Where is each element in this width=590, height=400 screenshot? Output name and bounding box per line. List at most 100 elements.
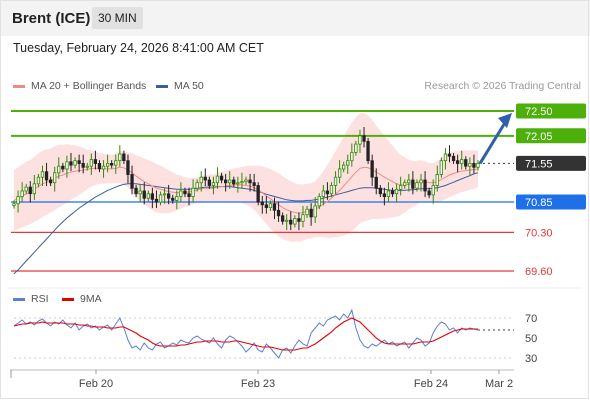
candle-body	[358, 135, 362, 145]
candle-body	[40, 171, 45, 178]
chart-header: Brent (ICE) 30 MIN	[0, 0, 590, 36]
candle-body	[49, 179, 53, 184]
candle-body	[195, 182, 199, 189]
candle-body	[403, 182, 407, 186]
candle-body	[350, 151, 354, 162]
rsi-line	[13, 308, 479, 359]
candle-body	[187, 193, 191, 198]
x-tick-label: Feb 23	[241, 378, 275, 390]
candle-body	[362, 135, 366, 142]
candle-body	[284, 219, 289, 222]
candle-body	[337, 168, 342, 178]
candle-body	[211, 182, 216, 186]
candle-body	[130, 174, 134, 189]
candle-body	[329, 185, 334, 195]
candle-body	[175, 196, 179, 201]
candle-body	[203, 176, 207, 181]
candle-body	[69, 161, 73, 166]
candle-body	[36, 176, 41, 185]
candle-body	[333, 176, 338, 186]
candle-body	[12, 203, 16, 206]
candle-body	[415, 182, 419, 189]
candle-body	[57, 165, 61, 174]
candle-body	[61, 165, 65, 170]
candle-body	[93, 159, 97, 164]
candle-body	[154, 198, 159, 203]
candle-body	[256, 185, 260, 203]
candle-body	[460, 159, 464, 164]
candle-body	[166, 193, 171, 199]
candle-body	[81, 162, 85, 168]
rsi-tick-label: 50	[525, 333, 537, 345]
candle-body	[118, 153, 122, 161]
candle-body	[32, 183, 36, 195]
candle-body	[447, 153, 452, 157]
candle-body	[455, 160, 460, 164]
candle-body	[305, 208, 309, 216]
nine-ma-swatch	[62, 297, 74, 301]
candle-body	[252, 182, 256, 186]
legend-ma20-label: MA 20 + Bollinger Bands	[31, 80, 147, 92]
candle-body	[97, 162, 102, 170]
candle-body	[191, 187, 195, 197]
candle-body	[386, 190, 391, 197]
candle-body	[183, 190, 187, 195]
candle-body	[394, 188, 399, 195]
chart-datetime: Tuesday, February 24, 2026 8:41:00 AM CE…	[13, 41, 264, 55]
candle-body	[24, 186, 28, 192]
candle-body	[110, 162, 114, 166]
price-label-text: 71.55	[525, 158, 553, 170]
candle-body	[244, 179, 248, 183]
candle-body	[134, 187, 138, 195]
candle-body	[138, 190, 142, 195]
candle-body	[53, 172, 57, 184]
candle-body	[407, 179, 411, 184]
rsi-swatch	[13, 297, 25, 301]
price-label-box	[516, 128, 586, 144]
candle-body	[451, 155, 456, 162]
candle-body	[464, 159, 468, 167]
candle-body	[146, 193, 151, 199]
candle-body	[297, 218, 301, 222]
candle-body	[142, 190, 146, 199]
candle-body	[101, 165, 106, 170]
candle-body	[248, 179, 252, 184]
projection-arrow-shaft	[478, 120, 508, 165]
legend-ma20: MA 20 + Bollinger Bands	[13, 80, 146, 92]
ma50-swatch	[156, 84, 168, 88]
legend-rsi-label: RSI	[31, 293, 49, 305]
price-label-text: 70.30	[525, 227, 553, 239]
rsi-9ma-line	[13, 317, 478, 351]
candle-body	[199, 176, 203, 184]
candle-body	[468, 162, 472, 167]
candle-body	[321, 190, 326, 197]
candle-body	[44, 171, 49, 181]
price-label-box	[516, 194, 586, 210]
x-tick-label: Feb 20	[79, 378, 113, 390]
legend-9ma-label: 9MA	[80, 293, 102, 305]
candle-body	[126, 160, 130, 175]
x-tick-label: Feb 24	[414, 378, 448, 390]
candle-body	[423, 179, 427, 192]
ma20-swatch	[13, 84, 25, 88]
candle-body	[431, 185, 435, 196]
timeframe-badge[interactable]: 30 MIN	[92, 7, 143, 29]
candle-body	[276, 209, 281, 217]
candle-body	[179, 190, 183, 197]
candle-body	[215, 175, 220, 184]
candle-body	[228, 179, 232, 184]
price-label-box	[516, 103, 586, 119]
candle-body	[65, 161, 69, 170]
candle-body	[158, 194, 163, 203]
candle-body	[280, 215, 285, 222]
candle-body	[301, 214, 305, 222]
price-label-text: 70.85	[525, 197, 553, 209]
candle-body	[346, 160, 350, 166]
candle-body	[313, 205, 317, 218]
candle-body	[439, 160, 444, 175]
instrument-symbol: Brent (ICE)	[12, 10, 91, 27]
candle-body	[240, 181, 244, 184]
candle-body	[219, 175, 224, 181]
candle-body	[374, 176, 378, 189]
